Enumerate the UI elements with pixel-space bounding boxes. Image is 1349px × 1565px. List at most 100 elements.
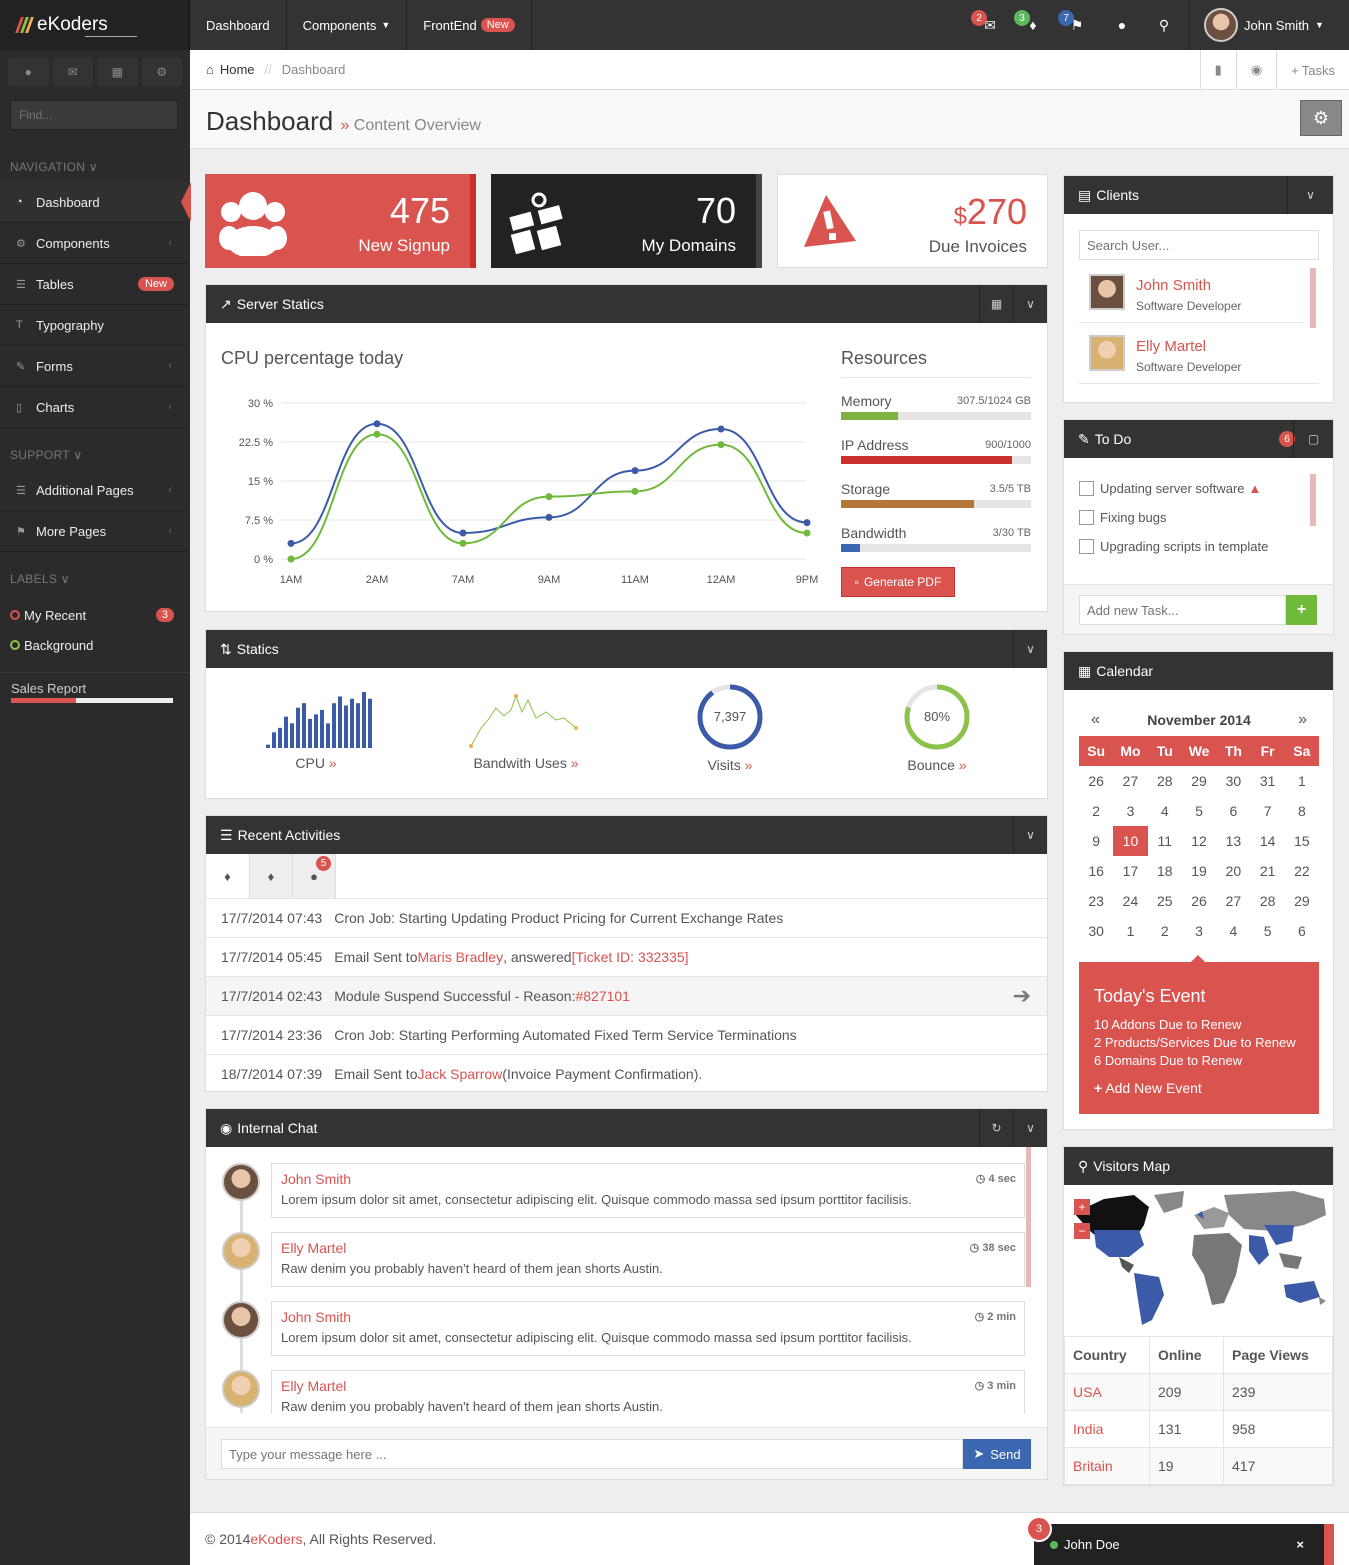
calendar-day[interactable]: 29 — [1294, 893, 1310, 909]
activity-link[interactable]: Jack Sparrow — [417, 1066, 503, 1082]
calendar-day[interactable]: 30 — [1088, 923, 1104, 939]
tab-tickets[interactable]: ♦ — [250, 854, 293, 898]
add-task-button[interactable]: + — [1286, 595, 1317, 625]
chat-scrollbar[interactable] — [1026, 1147, 1031, 1287]
calendar-day[interactable]: 20 — [1225, 863, 1242, 879]
calendar-day[interactable]: 12 — [1191, 833, 1207, 849]
country-link[interactable]: India — [1073, 1421, 1104, 1437]
calendar-day[interactable]: 31 — [1259, 773, 1276, 789]
todo-checkbox[interactable] — [1079, 539, 1094, 554]
sidebar-item-dashboard[interactable]: ◔ Dashboard — [0, 182, 191, 223]
topnav-frontend[interactable]: FrontEnd New — [407, 0, 532, 50]
cpu-label[interactable]: CPU » — [295, 755, 337, 771]
calendar-day[interactable]: 15 — [1294, 833, 1310, 849]
activity-link[interactable]: #827101 — [575, 988, 630, 1004]
client-scrollbar[interactable] — [1310, 268, 1316, 328]
stat-due-invoices[interactable]: $270 Due Invoices — [777, 174, 1048, 268]
visits-label[interactable]: Visits » — [707, 757, 753, 773]
calendar-day[interactable]: 4 — [1160, 803, 1169, 819]
user-icon[interactable]: ● — [8, 58, 49, 86]
stat-new-signup[interactable]: 475 New Signup — [205, 174, 476, 268]
label-background[interactable]: Background — [0, 630, 190, 660]
calendar-day[interactable]: 1 — [1297, 773, 1306, 789]
chat-popup[interactable]: John Doe × 3 — [1026, 1516, 1324, 1565]
chevron-down-icon[interactable]: ∨ — [1013, 285, 1047, 323]
calendar-day[interactable]: 16 — [1088, 863, 1104, 879]
next-month-icon[interactable]: » — [1298, 711, 1307, 728]
calendar-day[interactable]: 1 — [1126, 923, 1135, 939]
send-button[interactable]: ➤ Send — [963, 1439, 1031, 1469]
calendar-day[interactable]: 3 — [1126, 803, 1135, 819]
tasks-button[interactable]: + Tasks — [1276, 50, 1349, 90]
find-input[interactable] — [10, 100, 178, 130]
calendar-day[interactable]: 9 — [1092, 833, 1101, 849]
settings-gear-button[interactable]: ⚙ — [1300, 100, 1342, 136]
alert-notification[interactable]: 3 ♦ — [1014, 10, 1046, 38]
activity-link[interactable]: [Ticket ID: 332335] — [571, 949, 689, 965]
client-item[interactable]: Elly Martel Software Developer — [1079, 329, 1319, 384]
logo[interactable]: eKoders — [0, 0, 190, 50]
stat-my-domains[interactable]: 70 My Domains — [491, 174, 762, 268]
calendar-day[interactable]: 2 — [1160, 923, 1169, 939]
breadcrumb-home[interactable]: Home — [219, 62, 255, 77]
chevron-down-icon[interactable]: ∨ — [1287, 176, 1333, 214]
prev-month-icon[interactable]: « — [1091, 711, 1100, 728]
calendar-day[interactable]: 6 — [1297, 923, 1306, 939]
country-link[interactable]: Britain — [1073, 1458, 1113, 1474]
calendar-day[interactable]: 24 — [1122, 893, 1139, 909]
mail-icon[interactable]: ✉ — [52, 58, 93, 86]
sidebar-item-additional-pages[interactable]: ☰ Additional Pages ‹ — [0, 470, 190, 511]
generate-pdf-button[interactable]: ▫ Generate PDF — [841, 567, 955, 597]
calendar-day[interactable]: 7 — [1263, 803, 1272, 819]
calendar-day[interactable]: 21 — [1259, 863, 1276, 879]
calendar-day[interactable]: 3 — [1195, 923, 1203, 939]
sidebar-item-components[interactable]: ⚙ Components ‹ — [0, 223, 190, 264]
todo-item[interactable]: Upgrading scripts in template — [1079, 532, 1304, 561]
client-item[interactable]: John Smith Software Developer — [1079, 268, 1304, 323]
refresh-icon[interactable]: ↻ — [979, 1109, 1013, 1147]
signal-icon[interactable]: ▮ — [1199, 50, 1236, 90]
calendar-day[interactable]: 17 — [1122, 863, 1139, 879]
search-icon[interactable]: ⚲ — [1158, 16, 1170, 33]
calendar-day[interactable]: 25 — [1156, 893, 1173, 909]
add-event-button[interactable]: + Add New Event — [1094, 1080, 1202, 1096]
calendar-day[interactable]: 26 — [1191, 893, 1207, 909]
todo-scrollbar[interactable] — [1310, 474, 1316, 526]
calendar-day[interactable]: 28 — [1259, 893, 1276, 909]
calendar-day[interactable]: 27 — [1122, 773, 1139, 789]
gear-icon[interactable]: ⚙ — [141, 58, 182, 86]
world-map[interactable] — [1064, 1185, 1333, 1335]
bounce-label[interactable]: Bounce » — [907, 757, 967, 773]
comments-icon[interactable]: ◉ — [1235, 50, 1276, 90]
country-link[interactable]: USA — [1073, 1384, 1102, 1400]
topnav-dashboard[interactable]: Dashboard — [190, 0, 287, 50]
calendar-day[interactable]: 5 — [1195, 803, 1203, 819]
bandwidth-label[interactable]: Bandwith Uses » — [473, 755, 579, 771]
todo-checkbox[interactable] — [1079, 510, 1094, 525]
calendar-day[interactable]: 22 — [1294, 863, 1310, 879]
trash-icon[interactable]: ▢ — [1293, 420, 1333, 458]
sidebar-item-tables[interactable]: ☰ Tables New — [0, 264, 190, 305]
calendar-day[interactable]: 6 — [1229, 803, 1238, 819]
tab-users[interactable]: ● 5 — [293, 854, 336, 898]
chevron-down-icon[interactable]: ∨ — [1013, 630, 1047, 668]
calendar-day[interactable]: 8 — [1297, 803, 1306, 819]
calendar-day[interactable]: 4 — [1229, 923, 1238, 939]
todo-checkbox[interactable] — [1079, 481, 1094, 496]
chat-scroll[interactable]: John Smith ◷ 4 sec Lorem ipsum dolor sit a… — [206, 1147, 1047, 1413]
label-my-recent[interactable]: My Recent 3 — [0, 600, 190, 630]
activity-link[interactable]: Maris Bradley — [417, 949, 504, 965]
zoom-in-button[interactable]: + — [1074, 1199, 1090, 1215]
todo-item[interactable]: Updating server software ▲ — [1079, 474, 1304, 503]
todo-item[interactable]: Fixing bugs — [1079, 503, 1304, 532]
calendar-day[interactable]: 28 — [1156, 773, 1173, 789]
mail-notification[interactable]: 2 ✉ — [971, 10, 1003, 38]
sidebar-item-charts[interactable]: ▯ Charts ‹ — [0, 387, 190, 428]
flag-notification[interactable]: 7 ⚑ — [1058, 10, 1090, 38]
footer-brand-link[interactable]: eKoders — [250, 1531, 303, 1547]
calendar-day[interactable]: 11 — [1157, 833, 1173, 849]
microphone-icon[interactable]: ● — [1117, 17, 1127, 33]
tab-notifications[interactable]: ♦ — [206, 854, 250, 898]
close-icon[interactable]: × — [1296, 1537, 1304, 1552]
calendar-day[interactable]: 19 — [1191, 863, 1207, 879]
